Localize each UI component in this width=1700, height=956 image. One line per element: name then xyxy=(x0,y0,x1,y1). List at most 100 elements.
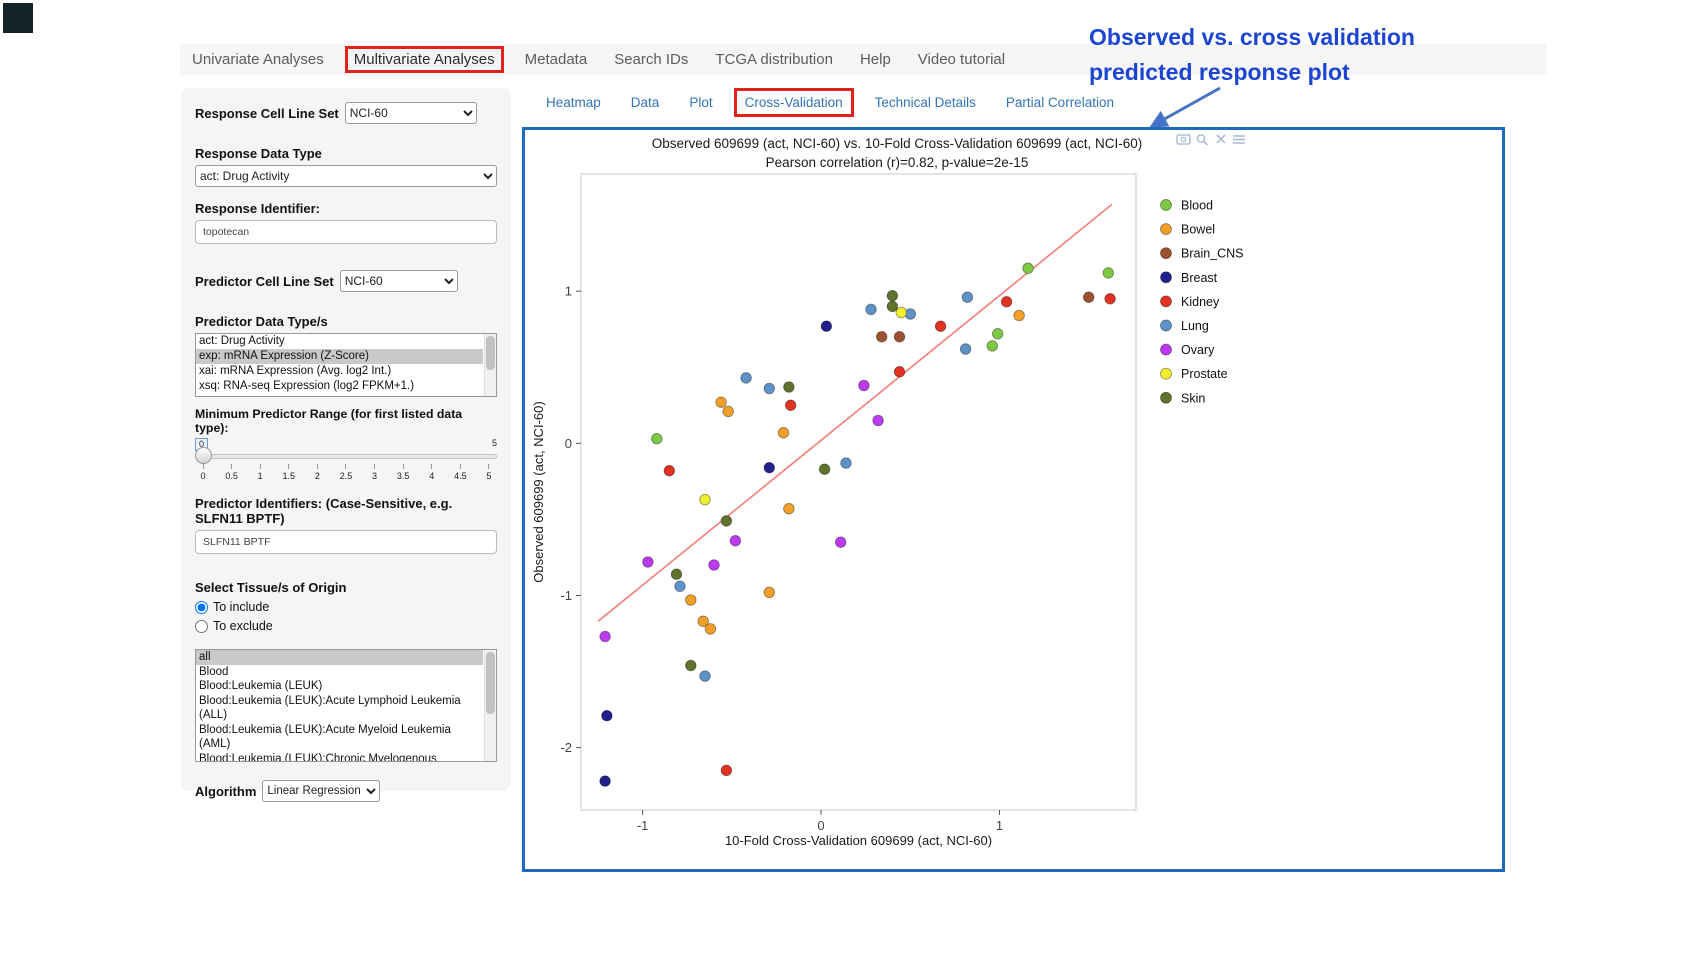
tab-heatmap[interactable]: Heatmap xyxy=(546,95,601,110)
tissue-option[interactable]: Blood xyxy=(199,665,229,678)
tab-plot[interactable]: Plot xyxy=(689,95,713,110)
point-lung[interactable] xyxy=(959,343,972,355)
nav-item-tcga-distribution[interactable]: TCGA distribution xyxy=(715,51,833,68)
point-lung[interactable] xyxy=(763,382,776,395)
camera-icon[interactable] xyxy=(1176,134,1191,145)
point-ovary[interactable] xyxy=(729,534,742,547)
nav-item-univariate-analyses[interactable]: Univariate Analyses xyxy=(192,51,324,68)
scrollbar[interactable] xyxy=(484,334,496,396)
point-skin[interactable] xyxy=(886,300,899,313)
radio-to-exclude[interactable]: To exclude xyxy=(195,619,497,633)
nav-item-help[interactable]: Help xyxy=(859,51,891,68)
legend-label-skin[interactable]: Skin xyxy=(1181,391,1205,405)
scrollbar-thumb[interactable] xyxy=(486,652,495,714)
nav-item-metadata[interactable]: Metadata xyxy=(524,51,588,68)
point-blood[interactable] xyxy=(651,432,663,445)
point-skin[interactable] xyxy=(818,463,831,475)
point-bowel[interactable] xyxy=(715,396,727,408)
predictor-data-type-option[interactable]: xai: mRNA Expression (Avg. log2 Int.) xyxy=(199,365,392,377)
algorithm-select[interactable]: Linear Regression xyxy=(262,780,381,802)
point-ovary[interactable] xyxy=(858,379,870,392)
point-bowel[interactable] xyxy=(777,426,790,439)
legend-label-bowel[interactable]: Bowel xyxy=(1181,223,1215,237)
point-skin[interactable] xyxy=(685,659,697,672)
nav-item-video-tutorial[interactable]: Video tutorial xyxy=(917,51,1006,68)
tissue-option[interactable]: all xyxy=(196,650,483,665)
tissue-option[interactable]: Blood:Leukemia (LEUK):Acute Myeloid Leuk… xyxy=(199,723,451,751)
scrollbar[interactable] xyxy=(484,650,496,761)
point-lung[interactable] xyxy=(961,291,974,303)
slider-track[interactable] xyxy=(195,454,497,459)
point-ovary[interactable] xyxy=(599,630,611,643)
nav-item-search-ids[interactable]: Search IDs xyxy=(614,51,689,68)
tab-technical-details[interactable]: Technical Details xyxy=(874,95,976,110)
tab-partial-correlation[interactable]: Partial Correlation xyxy=(1005,95,1114,110)
point-lung[interactable] xyxy=(840,457,852,469)
point-bowel[interactable] xyxy=(722,405,734,418)
point-blood[interactable] xyxy=(1102,267,1115,279)
tab-data[interactable]: Data xyxy=(630,95,660,110)
predictor-identifiers-input[interactable] xyxy=(195,530,497,554)
point-ovary[interactable] xyxy=(872,414,884,427)
point-brain-cns[interactable] xyxy=(875,331,888,343)
response-data-type-select[interactable]: act: Drug Activity xyxy=(195,165,497,187)
legend-label-kidney[interactable]: Kidney xyxy=(1181,295,1220,309)
slider-handle[interactable] xyxy=(195,447,212,464)
legend-label-blood[interactable]: Blood xyxy=(1181,199,1213,213)
radio-to-include[interactable]: To include xyxy=(195,600,497,614)
point-lung[interactable] xyxy=(865,303,877,316)
predictor-cell-line-set-select[interactable]: NCI-60 xyxy=(339,270,458,292)
legend-label-brain-cns[interactable]: Brain_CNS xyxy=(1181,247,1244,261)
legend-label-prostate[interactable]: Prostate xyxy=(1181,367,1228,381)
tab-cross-validation[interactable]: Cross-Validation xyxy=(733,88,854,117)
response-identifier-input[interactable] xyxy=(195,220,497,244)
nav-item-multivariate-analyses[interactable]: Multivariate Analyses xyxy=(344,46,504,73)
legend-label-lung[interactable]: Lung xyxy=(1181,319,1209,333)
point-ovary[interactable] xyxy=(708,559,720,571)
tissue-listbox[interactable]: all Blood Blood:Leukemia (LEUK) Blood:Leuke… xyxy=(195,649,497,762)
point-bowel[interactable] xyxy=(763,586,776,599)
point-bowel[interactable] xyxy=(783,502,795,515)
point-ovary[interactable] xyxy=(642,556,654,568)
point-kidney[interactable] xyxy=(934,320,947,332)
point-lung[interactable] xyxy=(740,372,752,384)
point-blood[interactable] xyxy=(1022,262,1034,275)
point-skin[interactable] xyxy=(720,515,733,527)
point-bowel[interactable] xyxy=(685,594,697,606)
point-bowel[interactable] xyxy=(704,623,717,635)
radio-input-to-include[interactable] xyxy=(195,600,208,614)
point-kidney[interactable] xyxy=(1000,296,1013,308)
point-ovary[interactable] xyxy=(834,536,847,548)
point-skin[interactable] xyxy=(670,568,683,580)
tissue-option[interactable]: Blood:Leukemia (LEUK):Acute Lymphoid Leu… xyxy=(199,694,461,722)
point-skin[interactable] xyxy=(886,289,899,302)
predictor-data-type-option[interactable]: act: Drug Activity xyxy=(199,335,285,347)
point-breast[interactable] xyxy=(601,709,613,722)
point-prostate[interactable] xyxy=(895,306,908,319)
legend-label-ovary[interactable]: Ovary xyxy=(1181,343,1215,357)
point-breast[interactable] xyxy=(763,461,776,474)
response-cell-line-set-select[interactable]: NCI-60 xyxy=(344,102,477,124)
zoom-icon[interactable] xyxy=(1196,134,1208,146)
predictor-data-types-listbox[interactable]: act: Drug Activity exp: mRNA Expression (… xyxy=(195,333,497,397)
point-brain-cns[interactable] xyxy=(1082,291,1095,303)
point-breast[interactable] xyxy=(599,775,611,787)
scrollbar-thumb[interactable] xyxy=(486,336,495,370)
point-blood[interactable] xyxy=(986,340,999,352)
point-skin[interactable] xyxy=(783,381,795,393)
point-kidney[interactable] xyxy=(893,366,906,378)
point-lung[interactable] xyxy=(674,580,686,593)
predictor-data-type-option[interactable]: exp: mRNA Expression (Z-Score) xyxy=(196,349,483,364)
point-blood[interactable] xyxy=(991,328,1004,340)
close-icon[interactable] xyxy=(1216,134,1226,144)
predictor-data-type-option[interactable]: xsq: RNA-seq Expression (log2 FPKM+1.) xyxy=(199,380,415,392)
legend-label-breast[interactable]: Breast xyxy=(1181,271,1218,285)
point-breast[interactable] xyxy=(820,320,833,332)
point-kidney[interactable] xyxy=(1104,293,1116,305)
point-bowel[interactable] xyxy=(1013,309,1025,322)
point-kidney[interactable] xyxy=(720,764,733,777)
tissue-option[interactable]: Blood:Leukemia (LEUK):Chronic Myelogenou… xyxy=(199,752,437,762)
point-kidney[interactable] xyxy=(784,399,797,412)
point-bowel[interactable] xyxy=(697,615,709,628)
menu-icon[interactable] xyxy=(1233,135,1245,144)
